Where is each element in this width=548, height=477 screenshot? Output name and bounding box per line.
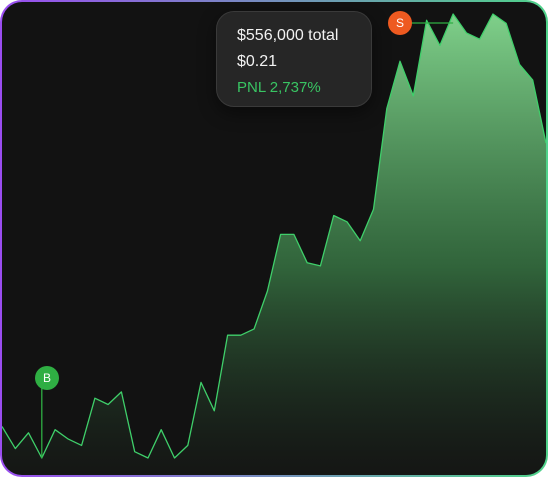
sell-marker[interactable]: S — [388, 11, 412, 35]
price-area — [2, 14, 546, 475]
tooltip-pnl: PNL 2,737% — [237, 79, 321, 96]
tooltip-total: $556,000 total — [237, 27, 339, 44]
price-tooltip: $556,000 total $0.21 PNL 2,737% — [216, 11, 372, 107]
tooltip-price: $0.21 — [237, 53, 278, 70]
buy-marker[interactable]: B — [35, 366, 59, 390]
price-line — [2, 13, 546, 459]
